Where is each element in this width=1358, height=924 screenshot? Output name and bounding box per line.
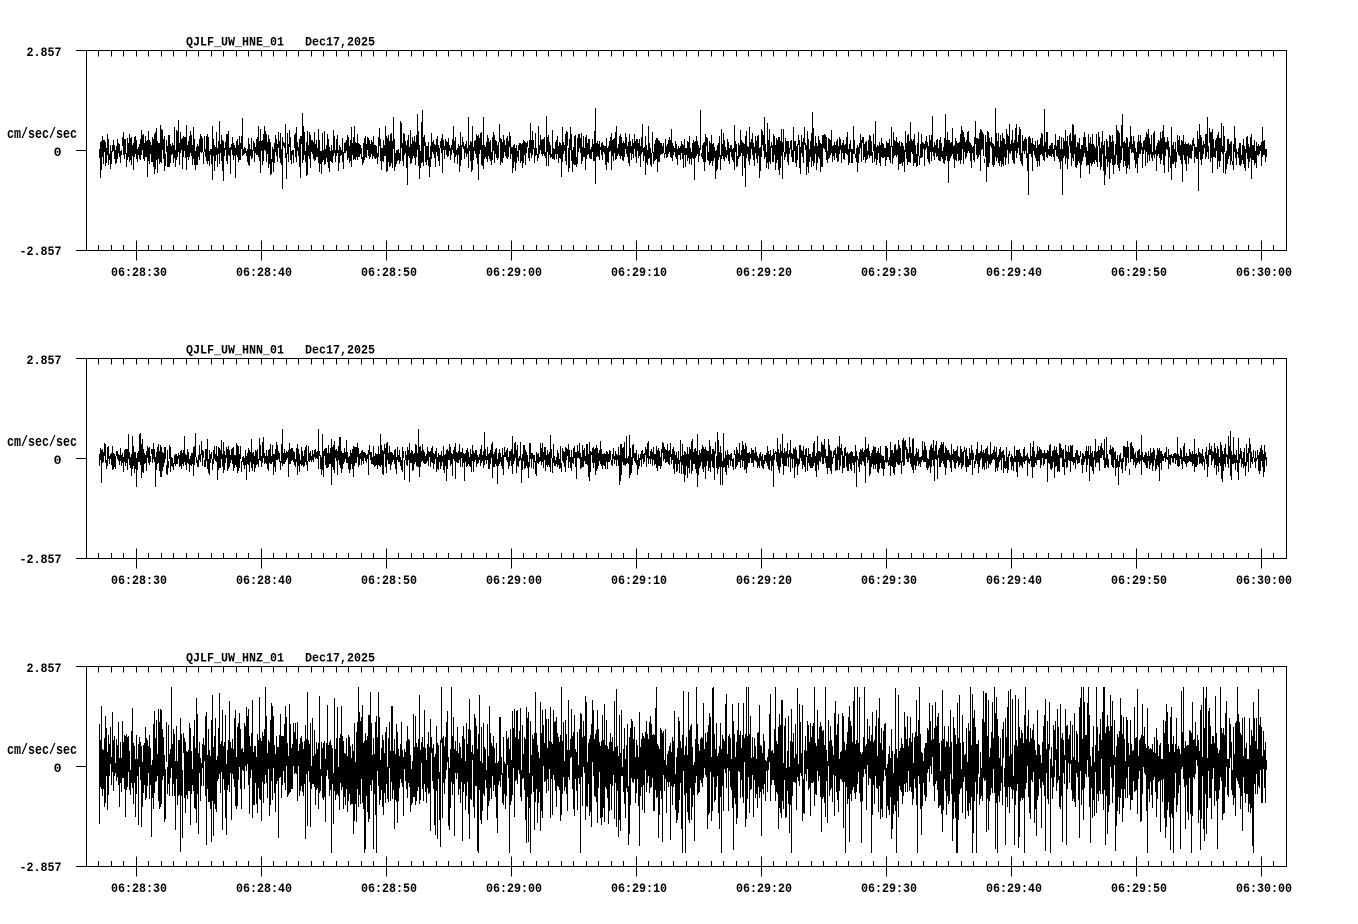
svg-text:06:29:30: 06:29:30 bbox=[861, 573, 917, 588]
svg-text:QJLF_UW_HNN_01: QJLF_UW_HNN_01 bbox=[186, 343, 284, 358]
svg-text:06:30:00: 06:30:00 bbox=[1236, 573, 1292, 588]
svg-text:06:30:00: 06:30:00 bbox=[1236, 265, 1292, 280]
svg-text:cm/sec/sec: cm/sec/sec bbox=[7, 743, 77, 759]
svg-text:2.857: 2.857 bbox=[27, 661, 62, 676]
svg-text:06:29:50: 06:29:50 bbox=[1111, 265, 1167, 280]
svg-text:06:29:20: 06:29:20 bbox=[736, 573, 792, 588]
svg-text:06:29:50: 06:29:50 bbox=[1111, 573, 1167, 588]
svg-text:06:28:30: 06:28:30 bbox=[111, 881, 167, 896]
svg-text:06:28:30: 06:28:30 bbox=[111, 265, 167, 280]
svg-text:06:29:40: 06:29:40 bbox=[986, 881, 1042, 896]
svg-text:06:29:00: 06:29:00 bbox=[486, 881, 542, 896]
svg-text:QJLF_UW_HNE_01: QJLF_UW_HNE_01 bbox=[186, 35, 284, 50]
svg-text:cm/sec/sec: cm/sec/sec bbox=[7, 127, 77, 143]
svg-text:06:29:40: 06:29:40 bbox=[986, 573, 1042, 588]
svg-text:06:29:10: 06:29:10 bbox=[611, 573, 667, 588]
svg-text:06:28:50: 06:28:50 bbox=[361, 265, 417, 280]
svg-text:2.857: 2.857 bbox=[27, 353, 62, 368]
svg-text:Dec17,2025: Dec17,2025 bbox=[305, 35, 375, 50]
svg-text:06:28:40: 06:28:40 bbox=[236, 573, 292, 588]
svg-text:06:28:30: 06:28:30 bbox=[111, 573, 167, 588]
svg-text:06:29:10: 06:29:10 bbox=[611, 881, 667, 896]
svg-text:0: 0 bbox=[54, 453, 62, 468]
svg-text:-2.857: -2.857 bbox=[20, 244, 62, 259]
svg-text:06:30:00: 06:30:00 bbox=[1236, 881, 1292, 896]
svg-text:0: 0 bbox=[54, 761, 62, 776]
svg-text:-2.857: -2.857 bbox=[20, 860, 62, 875]
svg-text:06:28:50: 06:28:50 bbox=[361, 881, 417, 896]
svg-text:0: 0 bbox=[54, 145, 62, 160]
svg-text:06:29:20: 06:29:20 bbox=[736, 881, 792, 896]
svg-text:06:29:20: 06:29:20 bbox=[736, 265, 792, 280]
svg-text:06:28:40: 06:28:40 bbox=[236, 265, 292, 280]
svg-text:cm/sec/sec: cm/sec/sec bbox=[7, 435, 77, 451]
svg-text:06:29:00: 06:29:00 bbox=[486, 265, 542, 280]
svg-text:QJLF_UW_HNZ_01: QJLF_UW_HNZ_01 bbox=[186, 651, 284, 666]
svg-text:06:29:10: 06:29:10 bbox=[611, 265, 667, 280]
svg-text:-2.857: -2.857 bbox=[20, 552, 62, 567]
svg-text:06:29:40: 06:29:40 bbox=[986, 265, 1042, 280]
svg-text:06:29:30: 06:29:30 bbox=[861, 265, 917, 280]
svg-text:06:29:00: 06:29:00 bbox=[486, 573, 542, 588]
svg-text:Dec17,2025: Dec17,2025 bbox=[305, 651, 375, 666]
svg-text:06:28:50: 06:28:50 bbox=[361, 573, 417, 588]
svg-text:06:29:50: 06:29:50 bbox=[1111, 881, 1167, 896]
svg-text:06:28:40: 06:28:40 bbox=[236, 881, 292, 896]
svg-text:Dec17,2025: Dec17,2025 bbox=[305, 343, 375, 358]
svg-text:2.857: 2.857 bbox=[27, 45, 62, 60]
svg-text:06:29:30: 06:29:30 bbox=[861, 881, 917, 896]
